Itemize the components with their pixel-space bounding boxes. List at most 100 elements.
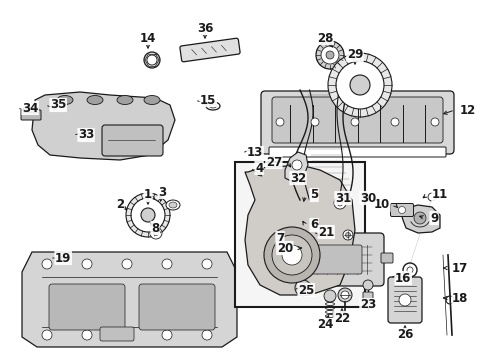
- Circle shape: [126, 193, 170, 237]
- Circle shape: [82, 259, 92, 269]
- Circle shape: [413, 212, 425, 224]
- FancyBboxPatch shape: [281, 233, 383, 286]
- Text: 18: 18: [451, 292, 468, 305]
- Circle shape: [162, 259, 172, 269]
- Circle shape: [271, 235, 311, 275]
- Ellipse shape: [209, 104, 216, 108]
- Text: 20: 20: [276, 242, 292, 255]
- Polygon shape: [22, 252, 237, 347]
- FancyBboxPatch shape: [387, 277, 421, 323]
- FancyBboxPatch shape: [380, 253, 392, 263]
- Ellipse shape: [143, 95, 160, 104]
- Circle shape: [141, 208, 155, 222]
- Circle shape: [202, 330, 212, 340]
- Circle shape: [362, 280, 372, 290]
- Circle shape: [291, 160, 302, 170]
- FancyBboxPatch shape: [362, 292, 372, 308]
- Circle shape: [131, 198, 164, 232]
- Circle shape: [337, 288, 351, 302]
- Text: 25: 25: [297, 284, 314, 297]
- Text: 21: 21: [317, 225, 334, 238]
- Circle shape: [335, 61, 383, 109]
- Polygon shape: [285, 152, 307, 182]
- Circle shape: [282, 245, 302, 265]
- FancyBboxPatch shape: [271, 97, 442, 143]
- Polygon shape: [244, 165, 354, 295]
- FancyBboxPatch shape: [268, 147, 445, 157]
- Circle shape: [150, 227, 162, 239]
- Circle shape: [345, 233, 350, 238]
- Circle shape: [153, 230, 158, 235]
- FancyBboxPatch shape: [303, 245, 361, 274]
- Circle shape: [406, 267, 412, 273]
- Text: 26: 26: [396, 328, 412, 342]
- Text: 4: 4: [254, 162, 263, 175]
- Circle shape: [342, 230, 352, 240]
- Text: 7: 7: [275, 231, 284, 244]
- Text: 31: 31: [334, 192, 350, 204]
- Text: 28: 28: [316, 31, 332, 45]
- Text: 11: 11: [431, 189, 447, 202]
- Circle shape: [336, 200, 342, 206]
- Text: 2: 2: [116, 198, 124, 211]
- Circle shape: [310, 118, 318, 126]
- Polygon shape: [399, 205, 439, 233]
- Text: 23: 23: [359, 298, 375, 311]
- Circle shape: [298, 284, 306, 292]
- Circle shape: [122, 330, 132, 340]
- Text: 19: 19: [55, 252, 71, 265]
- Text: 27: 27: [265, 156, 282, 168]
- Circle shape: [325, 51, 333, 59]
- Text: 22: 22: [333, 311, 349, 324]
- Ellipse shape: [87, 95, 103, 104]
- Circle shape: [143, 52, 160, 68]
- Ellipse shape: [117, 95, 133, 104]
- Circle shape: [340, 291, 348, 299]
- Text: 24: 24: [316, 319, 332, 332]
- FancyBboxPatch shape: [261, 91, 453, 154]
- Circle shape: [264, 227, 319, 283]
- Text: 35: 35: [50, 99, 66, 112]
- Text: 1: 1: [143, 189, 152, 202]
- Text: 34: 34: [22, 102, 38, 114]
- FancyBboxPatch shape: [139, 284, 215, 330]
- Circle shape: [162, 330, 172, 340]
- Circle shape: [275, 118, 284, 126]
- Ellipse shape: [165, 200, 180, 210]
- Circle shape: [315, 41, 343, 69]
- Text: 15: 15: [200, 94, 216, 107]
- Ellipse shape: [57, 95, 73, 104]
- Circle shape: [122, 259, 132, 269]
- Text: 16: 16: [394, 271, 410, 284]
- Text: 5: 5: [309, 189, 318, 202]
- Text: 32: 32: [289, 171, 305, 184]
- Circle shape: [327, 53, 391, 117]
- FancyBboxPatch shape: [21, 110, 41, 120]
- Circle shape: [324, 290, 335, 302]
- Circle shape: [82, 330, 92, 340]
- Text: 14: 14: [140, 31, 156, 45]
- Text: 6: 6: [309, 219, 318, 231]
- FancyBboxPatch shape: [102, 125, 163, 156]
- Circle shape: [390, 118, 398, 126]
- Circle shape: [333, 197, 346, 209]
- FancyBboxPatch shape: [100, 327, 134, 341]
- Circle shape: [427, 193, 435, 201]
- Text: 36: 36: [196, 22, 213, 35]
- Text: 17: 17: [451, 261, 468, 274]
- Circle shape: [349, 75, 369, 95]
- Text: 8: 8: [151, 221, 159, 234]
- Text: 30: 30: [359, 192, 375, 204]
- FancyBboxPatch shape: [390, 203, 413, 216]
- Text: 10: 10: [373, 198, 389, 211]
- Polygon shape: [32, 92, 175, 160]
- Circle shape: [147, 55, 157, 65]
- Circle shape: [350, 118, 358, 126]
- Text: 3: 3: [158, 185, 166, 198]
- FancyBboxPatch shape: [49, 284, 125, 330]
- Circle shape: [294, 280, 310, 296]
- FancyBboxPatch shape: [23, 108, 39, 112]
- Circle shape: [42, 330, 52, 340]
- Circle shape: [147, 196, 155, 204]
- Circle shape: [398, 294, 410, 306]
